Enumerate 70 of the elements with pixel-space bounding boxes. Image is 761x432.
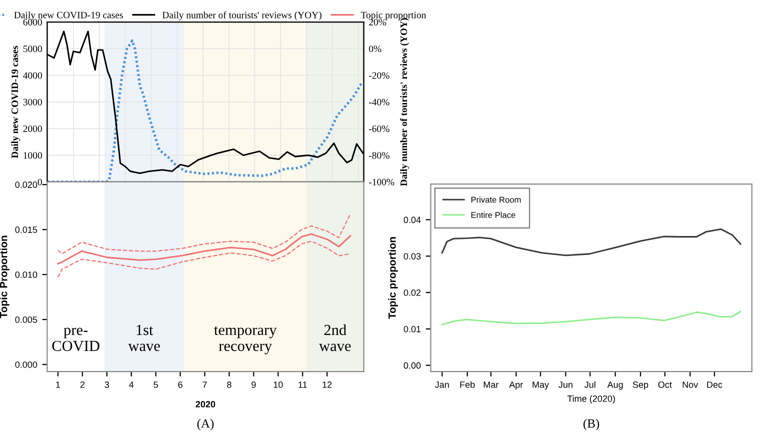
- x-tick-label: 3: [104, 381, 109, 388]
- x-tick-label: 1: [56, 382, 60, 388]
- x-tick-label: May: [532, 382, 549, 390]
- line-series: [57, 214, 351, 254]
- x-axis-title: 2020: [196, 401, 216, 408]
- y-tick-label: 0.010: [15, 272, 38, 278]
- x-tick-label: 10: [274, 381, 283, 388]
- y2-tick-label: -60%: [368, 126, 390, 132]
- x-tick-label: 9: [252, 381, 256, 388]
- x-tick-label: 8: [227, 381, 232, 388]
- legend-label: Daily new COVID-19 cases: [14, 11, 123, 20]
- y-tick-label: 5000: [23, 46, 42, 52]
- y-tick-label: 0.005: [15, 316, 38, 323]
- y-axis-title: Topic proportion: [388, 237, 398, 319]
- y-axis-title: Daily new COVID-19 cases: [11, 46, 20, 158]
- x-tick-label: Mar: [484, 382, 499, 388]
- x-tick-label: Aug: [607, 382, 623, 390]
- line-series: [441, 310, 742, 326]
- annotation: pre- COVID: [52, 328, 100, 352]
- y2-tick-label: -80%: [368, 152, 390, 159]
- band-label: 2nd wave: [319, 324, 351, 352]
- y2-tick-label: -40%: [368, 98, 390, 106]
- x-tick-label: Jul: [584, 381, 596, 388]
- x-tick-label: 2: [80, 381, 84, 388]
- y-tick-label: 0.020: [15, 182, 38, 188]
- y-tick-label: 0.000: [15, 361, 38, 368]
- y2-tick-label: -100%: [368, 178, 394, 186]
- band-label: 1st wave: [128, 324, 160, 352]
- legend-label: Entire Place: [471, 212, 516, 218]
- legend-label: Daily number of tourists' reviews (YOY): [162, 11, 322, 20]
- y-tick-label: 4000: [23, 72, 42, 79]
- x-tick-label: Sep: [632, 381, 648, 390]
- x-tick-label: Apr: [509, 382, 523, 390]
- x-tick-label: 7: [202, 382, 207, 388]
- y2-tick-label: 20%: [369, 18, 386, 26]
- y-axis-title: Topic Proportion: [0, 236, 10, 318]
- text: (B): [584, 418, 600, 430]
- y-tick-label: 0.04: [404, 216, 421, 224]
- x-tick-label: 6: [178, 381, 182, 388]
- y-tick-label: 0.015: [15, 226, 38, 233]
- x-tick-label: 11: [298, 382, 307, 388]
- x-tick-label: Jun: [558, 382, 572, 388]
- y2-axis-title: Daily number of tourists' reviews (YOY): [400, 18, 410, 186]
- x-tick-label: Jan: [434, 382, 449, 388]
- y-tick-label: 0.02: [404, 289, 421, 296]
- y2-tick-label: 0%: [368, 46, 382, 52]
- y2-tick-label: -20%: [368, 72, 390, 79]
- y-tick-label: 0.03: [404, 253, 421, 260]
- y-tick-label: 0: [38, 178, 42, 186]
- text: (A): [197, 418, 214, 430]
- legend-label: Private Room: [471, 196, 521, 203]
- x-tick-label: Oct: [658, 381, 672, 388]
- band-label: temporary recovery: [214, 326, 277, 354]
- y-tick-label: 6000: [23, 18, 42, 26]
- x-tick-label: 4: [129, 382, 134, 388]
- y-tick-label: 0.01: [404, 326, 421, 332]
- line-series: [441, 228, 742, 256]
- y-tick-label: 2000: [23, 126, 42, 132]
- x-tick-label: Feb: [460, 381, 475, 388]
- line-series: [57, 240, 351, 278]
- x-tick-label: Dec: [707, 382, 722, 388]
- line-series: [57, 233, 352, 265]
- y-tick-label: 3000: [23, 98, 42, 106]
- legend-label: Topic proportion: [360, 12, 426, 20]
- x-tick-label: Nov: [682, 382, 698, 388]
- y-tick-label: 0.00: [404, 362, 421, 369]
- y-tick-label: 1000: [24, 152, 42, 159]
- x-tick-label: 5: [154, 382, 158, 388]
- x-axis-title: Time (2020): [567, 395, 615, 404]
- x-tick-label: 12: [322, 381, 332, 388]
